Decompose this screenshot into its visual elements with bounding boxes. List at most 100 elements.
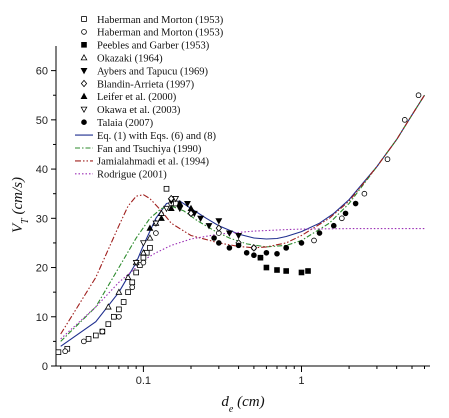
legend-marker-8 — [81, 119, 87, 125]
data-point-series-5 — [187, 209, 195, 218]
data-point-series-8 — [211, 235, 217, 241]
legend-marker-7 — [80, 106, 88, 114]
data-point-series-4 — [197, 215, 205, 223]
data-point-series-8 — [283, 245, 289, 251]
legend-label-6: Leifer et al. (2000) — [97, 92, 177, 103]
data-point-series-1 — [129, 284, 136, 291]
data-point-series-5 — [215, 224, 222, 232]
legend-marker-0 — [81, 16, 87, 22]
x-tick-label: 1 — [298, 375, 304, 387]
legend-marker-3 — [80, 53, 88, 61]
data-point-series-4 — [215, 218, 223, 225]
legend-label-9: Eq. (1) with Eqs. (6) and (8) — [97, 131, 216, 142]
axis-ticks: 0 10 20 30 40 50 60 0.1 1 — [36, 66, 426, 387]
data-point-series-0 — [116, 306, 122, 313]
legend-marker-2 — [81, 42, 87, 48]
data-point-series-1 — [99, 328, 106, 335]
legend-label-12: Rodrigue (2001) — [97, 170, 167, 181]
y-tick-label: 10 — [36, 312, 48, 324]
data-point-series-3 — [146, 234, 154, 241]
data-point-series-8 — [226, 245, 233, 251]
data-point-series-5 — [168, 194, 175, 203]
legend-marker-6 — [80, 92, 88, 99]
data-point-series-2 — [263, 264, 270, 271]
data-point-series-8 — [263, 249, 270, 256]
data-point-series-0 — [55, 349, 62, 356]
legend-marker-1 — [81, 29, 87, 35]
data-point-series-4 — [205, 223, 213, 230]
series-line-10 — [60, 94, 425, 342]
data-point-series-5 — [250, 244, 258, 252]
legend-label-4: Aybers and Tapucu (1969) — [97, 66, 208, 77]
data-point-series-2 — [298, 269, 305, 276]
legend-label-10: Fan and Tsuchiya (1990) — [97, 144, 202, 155]
data-point-series-2 — [305, 268, 311, 274]
data-point-series-8 — [352, 200, 359, 207]
data-point-series-8 — [274, 250, 280, 257]
axis-labels: VT (cm/s) de (cm) — [10, 177, 265, 414]
y-axis-label: VT (cm/s) — [10, 177, 31, 233]
data-point-series-1 — [361, 190, 368, 197]
data-point-series-6 — [146, 224, 154, 231]
data-point-series-1 — [116, 313, 122, 320]
y-tick-label: 20 — [36, 263, 48, 275]
legend-label-3: Okazaki (1964) — [97, 54, 163, 65]
y-tick-label: 30 — [36, 213, 48, 225]
data-point-series-8 — [342, 210, 349, 217]
legend-label-8: Talaia (2007) — [97, 118, 154, 129]
data-point-series-4 — [235, 232, 243, 240]
data-point-series-7 — [152, 220, 160, 227]
data-point-series-0 — [140, 254, 147, 261]
data-point-series-1 — [311, 237, 317, 244]
data-point-series-8 — [251, 252, 257, 259]
legend-label-11: Jamialahmadi et al. (1994) — [97, 157, 209, 168]
plot-frame — [55, 46, 430, 367]
data-point-series-1 — [62, 348, 68, 355]
data-point-series-8 — [243, 249, 250, 256]
data-point-series-4 — [184, 200, 191, 208]
data-point-series-1 — [401, 117, 408, 123]
legend-marker-5 — [80, 79, 88, 88]
data-point-series-3 — [124, 273, 132, 280]
data-point-series-7 — [132, 260, 140, 267]
data-point-series-8 — [216, 240, 222, 246]
legend-marker-4 — [80, 68, 88, 75]
data-point-series-1 — [153, 230, 159, 236]
data-point-series-0 — [111, 313, 117, 320]
data-point-series-8 — [235, 242, 242, 249]
data-point-series-3 — [139, 249, 147, 256]
legend-label-5: Blandin-Arrieta (1997) — [97, 79, 195, 90]
data-point-series-1 — [339, 215, 345, 222]
data-point-series-0 — [125, 289, 131, 295]
data-point-series-8 — [330, 222, 337, 229]
series-line-11 — [60, 94, 425, 335]
data-point-series-3 — [104, 303, 112, 310]
data-point-series-0 — [133, 269, 139, 276]
data-point-series-2 — [274, 267, 280, 273]
data-point-series-8 — [316, 230, 323, 236]
x-tick-label: 0.1 — [136, 375, 151, 387]
data-point-series-6 — [167, 204, 175, 212]
data-point-series-8 — [298, 240, 305, 246]
data-point-series-0 — [105, 321, 112, 327]
data-point-series-6 — [176, 199, 184, 207]
data-point-series-6 — [157, 214, 165, 221]
x-axis-label: de (cm) — [221, 394, 264, 415]
data-point-series-7 — [139, 240, 147, 247]
data-point-series-1 — [140, 259, 147, 266]
legend-label-7: Okawa et al. (2003) — [97, 105, 181, 116]
data-point-series-6 — [187, 204, 195, 212]
legend-label-1: Haberman and Morton (1953) — [97, 28, 224, 39]
data-point-series-0 — [120, 299, 127, 305]
data-points — [55, 92, 422, 356]
data-point-series-1 — [81, 338, 87, 345]
data-point-series-0 — [163, 185, 170, 192]
data-point-series-7 — [163, 205, 170, 213]
y-tick-label: 0 — [42, 361, 48, 373]
data-point-series-1 — [415, 92, 422, 99]
legend-label-2: Peebles and Garber (1953) — [97, 41, 210, 52]
data-point-series-3 — [115, 288, 123, 295]
legend-label-0: Haberman and Morton (1953) — [97, 15, 224, 26]
y-tick-label: 50 — [36, 115, 48, 127]
